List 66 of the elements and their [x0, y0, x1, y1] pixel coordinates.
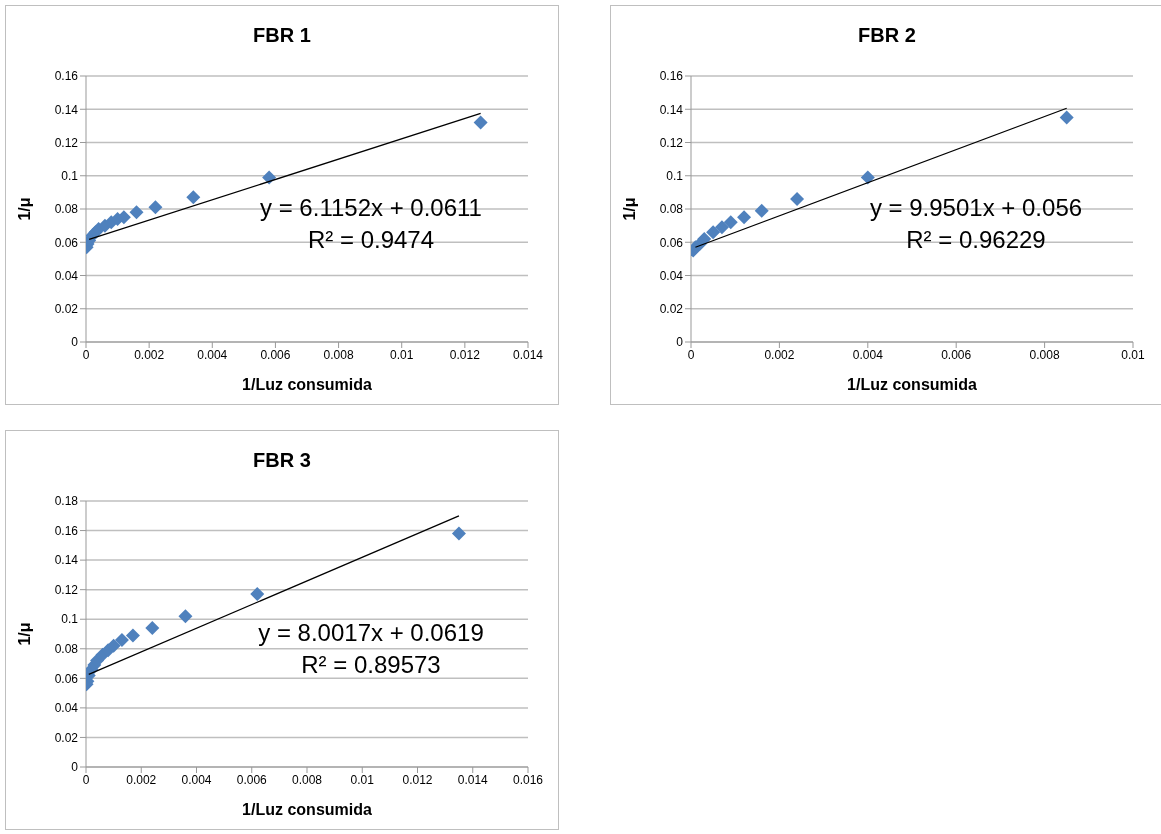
- x-tick-label: 0.014: [457, 772, 489, 787]
- y-tick-label: 0.18: [54, 494, 79, 509]
- x-tick-label: 0.01: [390, 347, 414, 362]
- y-tick-label: 0: [71, 760, 79, 775]
- y-tick-label: 0: [676, 335, 684, 350]
- y-tick-label: 0.08: [54, 642, 79, 657]
- y-tick-label: 0.14: [54, 102, 79, 117]
- y-tick-label: 0: [71, 335, 79, 350]
- x-tick-label: 0.008: [291, 772, 323, 787]
- x-tick-label: 0.006: [236, 772, 268, 787]
- x-tick-label: 0.004: [197, 347, 228, 362]
- chart-title: FBR 2: [857, 24, 917, 47]
- x-tick-label: 0.002: [764, 347, 795, 362]
- x-tick-label: 0.012: [449, 347, 481, 362]
- x-tick-label: 0.01: [1121, 347, 1145, 362]
- y-tick-label: 0.02: [659, 302, 684, 317]
- x-axis-title: 1/Luz consumida: [242, 801, 372, 818]
- annotation: R² = 0.96229: [905, 226, 1047, 254]
- x-tick-label: 0.014: [512, 347, 544, 362]
- x-tick-label: 0.01: [350, 772, 375, 787]
- y-tick-label: 0.16: [54, 523, 79, 538]
- y-axis-title: 1/μ: [15, 622, 33, 646]
- chart-title: FBR 3: [252, 449, 312, 472]
- y-tick-label: 0.1: [61, 169, 79, 184]
- x-tick-label: 0.004: [852, 347, 884, 362]
- y-tick-label: 0.14: [659, 102, 684, 117]
- x-tick-label: 0.008: [323, 347, 354, 362]
- x-tick-label: 0: [687, 347, 695, 362]
- annotation: R² = 0.89573: [300, 651, 442, 679]
- y-tick-label: 0.02: [54, 302, 79, 317]
- x-tick-label: 0.006: [941, 347, 972, 362]
- y-tick-label: 0.12: [54, 135, 79, 150]
- y-axis-title: 1/μ: [15, 197, 33, 221]
- y-tick-label: 0.06: [54, 671, 79, 686]
- y-tick-label: 0.1: [61, 612, 79, 627]
- y-tick-label: 0.12: [54, 582, 79, 597]
- annotation: y = 9.9501x + 0.056: [868, 194, 1084, 222]
- x-tick-label: 0.016: [512, 772, 544, 787]
- y-tick-label: 0.1: [666, 169, 684, 184]
- y-tick-label: 0.04: [659, 268, 684, 283]
- x-tick-label: 0: [82, 347, 90, 362]
- chart-title: FBR 1: [252, 24, 312, 47]
- y-tick-label: 0.04: [54, 701, 79, 716]
- y-tick-label: 0.06: [659, 235, 684, 250]
- y-tick-label: 0.12: [659, 135, 684, 150]
- x-tick-label: 0.002: [134, 347, 165, 362]
- y-tick-label: 0.16: [659, 69, 684, 84]
- y-tick-label: 0.14: [54, 553, 79, 568]
- x-tick-label: 0.012: [402, 772, 433, 787]
- y-tick-label: 0.08: [659, 202, 684, 217]
- y-axis-title: 1/μ: [620, 197, 638, 221]
- annotation: y = 8.0017x + 0.0619: [257, 619, 485, 647]
- x-axis-title: 1/Luz consumida: [847, 376, 977, 393]
- y-tick-label: 0.02: [54, 730, 79, 745]
- x-axis-title: 1/Luz consumida: [242, 376, 372, 393]
- x-tick-label: 0: [82, 772, 90, 787]
- y-tick-label: 0.04: [54, 268, 79, 283]
- x-tick-label: 0.002: [126, 772, 157, 787]
- x-tick-label: 0.004: [181, 772, 212, 787]
- x-tick-label: 0.006: [260, 347, 291, 362]
- x-tick-label: 0.008: [1029, 347, 1060, 362]
- y-tick-label: 0.06: [54, 235, 79, 250]
- y-tick-label: 0.08: [54, 202, 79, 217]
- y-tick-label: 0.16: [54, 69, 79, 84]
- annotation: y = 6.1152x + 0.0611: [259, 194, 483, 222]
- annotation: R² = 0.9474: [306, 226, 436, 254]
